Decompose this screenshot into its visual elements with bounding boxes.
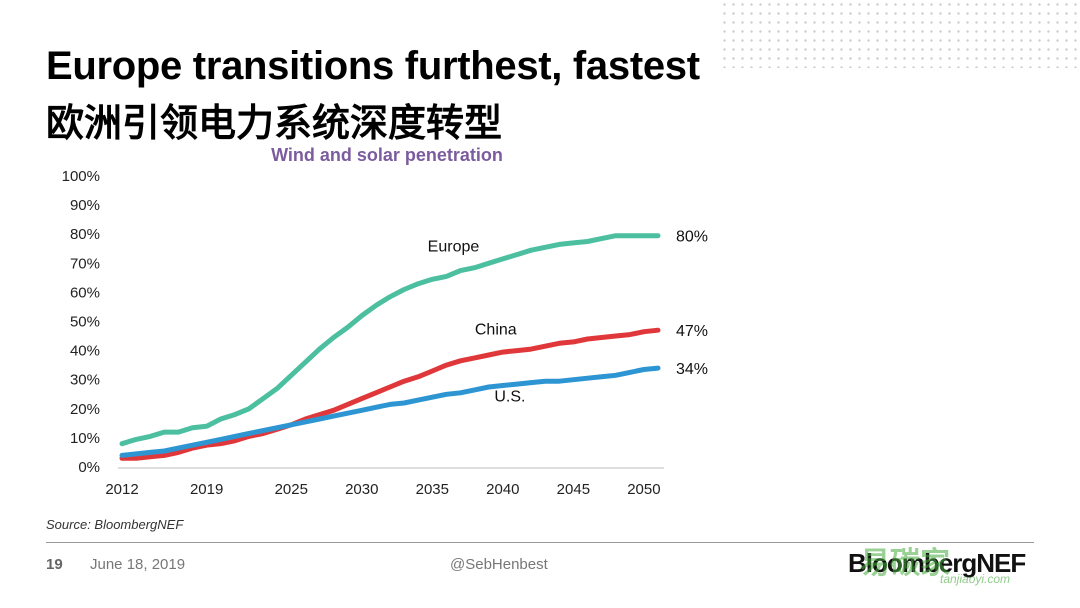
x-tick-label: 2035	[416, 481, 449, 498]
y-tick-label: 0%	[78, 459, 100, 476]
series-line-us	[119, 365, 661, 458]
series-line-europe	[119, 233, 661, 447]
series-labels: Europe 80% China 47% U.S. 34%	[428, 229, 708, 406]
page-title-chinese: 欧洲引领电力系统深度转型	[46, 101, 503, 145]
x-tick-label: 2012	[105, 481, 138, 498]
y-tick-label: 40%	[70, 343, 100, 360]
y-tick-label: 50%	[70, 314, 100, 331]
y-tick-label: 80%	[70, 226, 100, 243]
y-axis: 0% 10% 20% 30% 40% 50% 60% 70% 80% 90% 100%	[62, 168, 100, 476]
y-tick-label: 10%	[70, 430, 100, 447]
footer-divider	[46, 542, 1034, 543]
series-name-china: China	[475, 322, 517, 339]
y-tick-label: 90%	[70, 197, 100, 214]
y-tick-label: 100%	[62, 168, 100, 185]
watermark: 易碳家	[860, 546, 950, 581]
x-tick-label: 2040	[486, 481, 519, 498]
x-tick-label: 2030	[345, 481, 378, 498]
line-chart: Wind and solar penetration 0% 10% 20% 30% 40…	[62, 145, 708, 498]
footer-date: June 18, 2019	[90, 556, 186, 573]
series-name-europe: Europe	[428, 239, 480, 256]
source-note: Source: BloombergNEF	[46, 517, 184, 532]
y-tick-label: 60%	[70, 284, 100, 301]
page-number: 19	[46, 556, 63, 573]
series-group	[119, 233, 661, 461]
watermark-url: tanjiaoyi.com	[940, 572, 1011, 586]
end-label-europe: 80%	[676, 229, 708, 246]
x-axis: 2012 2019 2025 2030 2035 2040 2045 2050	[105, 481, 660, 498]
y-tick-label: 30%	[70, 372, 100, 389]
decorative-dot-pattern	[720, 0, 1080, 68]
x-tick-label: 2025	[275, 481, 308, 498]
bloomberg-logo: BloombergNEF	[848, 548, 1026, 578]
end-label-us: 34%	[676, 361, 708, 378]
page-title: Europe transitions furthest, fastest	[46, 44, 700, 88]
x-tick-label: 2050	[627, 481, 660, 498]
y-tick-label: 20%	[70, 401, 100, 418]
x-tick-label: 2019	[190, 481, 223, 498]
series-line-china	[119, 327, 661, 461]
y-tick-label: 70%	[70, 255, 100, 272]
series-name-us: U.S.	[494, 389, 525, 406]
footer-handle: @SebHenbest	[450, 556, 548, 573]
x-tick-label: 2045	[557, 481, 590, 498]
chart-title: Wind and solar penetration	[271, 145, 503, 165]
end-label-china: 47%	[676, 323, 708, 340]
